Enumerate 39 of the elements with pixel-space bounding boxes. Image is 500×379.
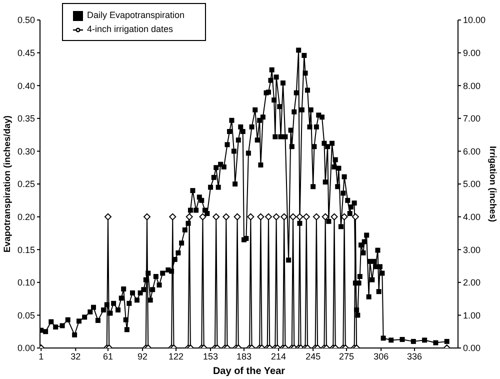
x-tick-label: 32 <box>70 351 81 362</box>
y-tick-label: 0.05 <box>17 310 35 320</box>
legend-label: 4-inch irrigation dates <box>87 24 174 34</box>
x-tick-label: 92 <box>138 351 148 362</box>
y-tick-label: 0.10 <box>17 278 35 288</box>
x-tick-label: 122 <box>168 351 184 362</box>
x-axis-title: Day of the Year <box>212 366 286 377</box>
x-tick-label: 183 <box>236 351 252 362</box>
x-tick-label: 275 <box>339 351 354 362</box>
y2-tick-label: 10.00 <box>463 15 486 26</box>
y2-tick-label: 8.00 <box>463 80 481 91</box>
y2-tick-label: 3.00 <box>463 244 481 255</box>
y2-tick-label: 2.00 <box>463 278 481 288</box>
y2-axis-title: Irrigation (inches) <box>488 146 498 222</box>
y-tick-label: 0.25 <box>17 179 35 190</box>
y2-tick-label: 1.00 <box>463 310 481 320</box>
y-tick-label: 0.40 <box>17 80 35 91</box>
x-tick-label: 245 <box>306 351 321 362</box>
y-tick-label: 0.45 <box>17 48 35 58</box>
y2-tick-label: 9.00 <box>463 48 481 58</box>
x-tick-label: 153 <box>203 351 218 362</box>
y-axis-title: Evapotranspiration (inches/day) <box>2 115 12 253</box>
y2-tick-label: 0.00 <box>463 343 481 354</box>
y-tick-label: 0.15 <box>17 244 35 255</box>
x-tick-label: 306 <box>374 351 389 362</box>
y2-tick-label: 6.00 <box>463 146 481 156</box>
legend-label: Daily Evapotranspiration <box>87 10 185 20</box>
y2-tick-label: 5.00 <box>463 179 481 190</box>
x-tick-label: 1 <box>38 351 44 362</box>
x-tick-label: 61 <box>102 351 113 362</box>
y2-tick-label: 4.00 <box>463 212 481 222</box>
y-tick-label: 0.20 <box>17 212 35 222</box>
y-tick-label: 0.35 <box>17 114 35 124</box>
x-tick-label: 214 <box>271 351 286 362</box>
y2-tick-label: 7.00 <box>463 114 481 124</box>
y-tick-label: 0.00 <box>17 343 35 354</box>
x-tick-label: 336 <box>407 351 422 362</box>
y-tick-label: 0.50 <box>17 15 35 26</box>
y-tick-label: 0.30 <box>17 146 35 156</box>
